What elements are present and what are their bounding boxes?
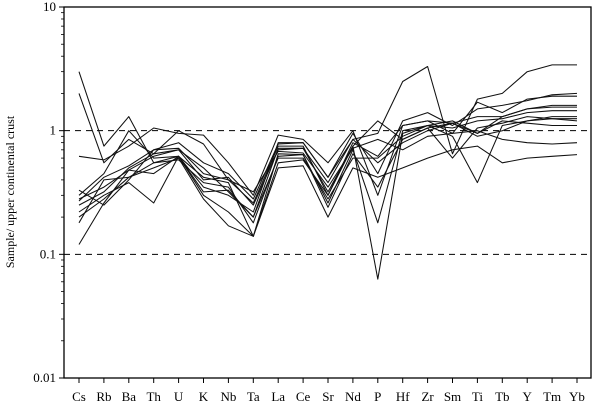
x-tick-label: Rb [96,389,111,404]
x-tick-label: Sm [444,389,461,404]
reference-lines [64,130,591,255]
x-tick-label: Cs [72,389,86,404]
x-tick-label: Ta [247,389,260,404]
x-axis: Cs Rb Ba Th U K Nb Ta La Ce Sr Nd P Hf Zr Sm Ti Tb Y Tm Yb [72,378,585,404]
x-tick-label: Sr [322,389,334,404]
x-tick-label: Nb [220,389,236,404]
series-line [78,95,577,196]
x-tick-label: Zr [421,389,434,404]
y-axis-label: Sample/ upper continental crust [3,115,17,268]
series-line [78,130,578,206]
x-tick-label: Tb [495,389,509,404]
y-tick-label: 1 [50,123,57,138]
x-tick-label: Ba [122,389,137,404]
y-tick-label: 0.1 [40,246,56,261]
series-line [78,145,578,237]
x-tick-label: Ce [296,389,311,404]
x-tick-label: Tm [543,389,561,404]
series-layer [78,64,578,280]
series-line [78,104,577,206]
x-tick-label: U [174,389,184,404]
x-tick-label: Hf [396,389,410,404]
series-line [78,110,577,224]
y-axis: 0.01 0.1 1 10 [33,0,64,385]
series-line [78,64,577,206]
plot-frame [63,6,592,379]
x-tick-label: Y [523,389,533,404]
x-tick-label: Yb [569,389,585,404]
x-tick-label: Th [146,389,161,404]
x-tick-label: Ti [472,389,483,404]
x-tick-label: Nd [345,389,361,404]
series-line [78,116,578,237]
y-tick-label: 10 [43,0,56,14]
y-tick-label: 0.01 [33,370,56,385]
series-line [78,118,577,280]
x-tick-label: K [199,389,209,404]
series-line [78,116,577,202]
x-tick-label: P [374,389,381,404]
x-tick-label: La [271,389,285,404]
